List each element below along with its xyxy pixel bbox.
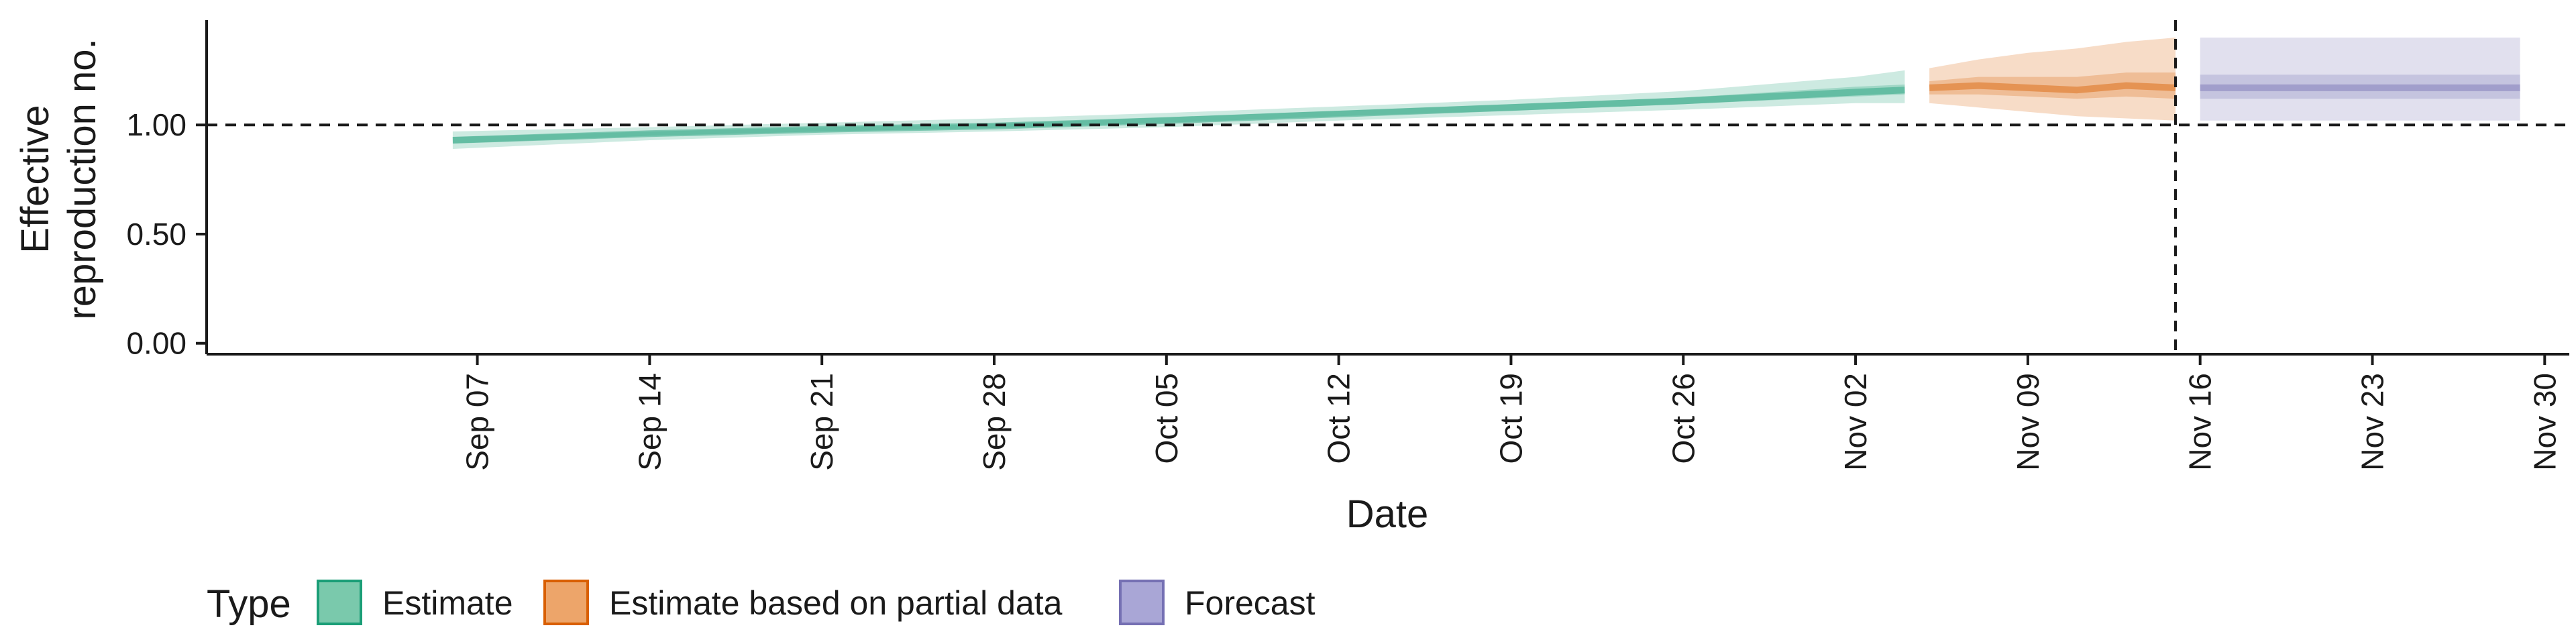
y-axis-ticks: 0.00 0.50 1.00 [126, 107, 207, 361]
x-axis-ticks: Sep 07 Sep 14 Sep 21 Sep 28 Oct 05 Oct 12 Oct … [460, 354, 2562, 471]
y-axis-title-line-1: Effective [13, 105, 57, 253]
x-tick: Nov 09 [2010, 354, 2045, 471]
y-tick-label: 1.00 [126, 107, 186, 142]
uncertainty-bands [452, 38, 2520, 149]
x-tick-label: Oct 19 [1493, 373, 1528, 464]
axes [205, 20, 2569, 356]
x-tick: Sep 21 [804, 354, 839, 471]
x-tick-label: Nov 09 [2010, 373, 2045, 471]
x-tick-label: Nov 02 [1838, 373, 1873, 471]
y-tick: 1.00 [126, 107, 207, 142]
y-tick-label: 0.00 [126, 326, 186, 361]
legend-label: Estimate based on partial data [609, 584, 1063, 622]
x-tick-label: Sep 07 [460, 373, 495, 471]
legend: Type Estimate Estimate based on partial d… [207, 580, 1316, 626]
x-tick-label: Oct 26 [1666, 373, 1701, 464]
legend-item: Forecast [1119, 580, 1316, 625]
y-tick: 0.00 [126, 326, 207, 361]
x-tick: Oct 26 [1666, 354, 1701, 464]
legend-item: Estimate based on partial data [543, 580, 1063, 625]
x-tick: Nov 23 [2355, 354, 2390, 471]
x-tick-label: Sep 21 [804, 373, 839, 471]
legend-item: Estimate [317, 580, 513, 625]
legend-title: Type [207, 582, 291, 626]
y-axis-title-line-2: reproduction no. [60, 38, 104, 319]
x-tick: Nov 30 [2527, 354, 2562, 471]
x-tick-label: Sep 28 [977, 373, 1012, 471]
x-tick-label: Nov 23 [2355, 373, 2390, 471]
y-tick-label: 0.50 [126, 217, 186, 252]
x-tick-label: Oct 05 [1149, 373, 1184, 464]
forecast-band-90 [2200, 38, 2520, 121]
estimate-band-90 [452, 70, 1905, 149]
estimate-based-on-partial-data-band-90 [1929, 38, 2176, 121]
y-tick: 0.50 [126, 217, 207, 252]
x-tick-label: Nov 30 [2527, 373, 2562, 471]
x-tick: Oct 12 [1322, 354, 1356, 464]
legend-key [1119, 580, 1165, 625]
x-tick: Nov 02 [1838, 354, 1873, 471]
legend-key [317, 580, 362, 625]
y-axis-title: Effective reproduction no. [13, 38, 104, 319]
x-tick: Sep 14 [632, 354, 667, 471]
x-tick: Sep 28 [977, 354, 1012, 471]
legend-label: Estimate [382, 584, 513, 622]
estimate-median-line [452, 87, 1905, 144]
x-tick-label: Sep 14 [632, 373, 667, 471]
x-axis-title: Date [1346, 492, 1429, 536]
forecast-band-50 [2200, 74, 2520, 99]
x-tick: Nov 16 [2183, 354, 2218, 471]
x-tick: Oct 19 [1493, 354, 1528, 464]
x-tick-label: Nov 16 [2183, 373, 2218, 471]
x-tick: Oct 05 [1149, 354, 1184, 464]
legend-key [543, 580, 589, 625]
estimate-band-50 [452, 85, 1905, 144]
x-tick: Sep 07 [460, 354, 495, 471]
legend-label: Forecast [1185, 584, 1316, 622]
median-lines [452, 82, 2520, 144]
estimate-based-on-partial-data-band-50 [1929, 72, 2176, 99]
estimate-based-on-partial-data-median-line [1929, 82, 2176, 94]
x-tick-label: Oct 12 [1322, 373, 1356, 464]
